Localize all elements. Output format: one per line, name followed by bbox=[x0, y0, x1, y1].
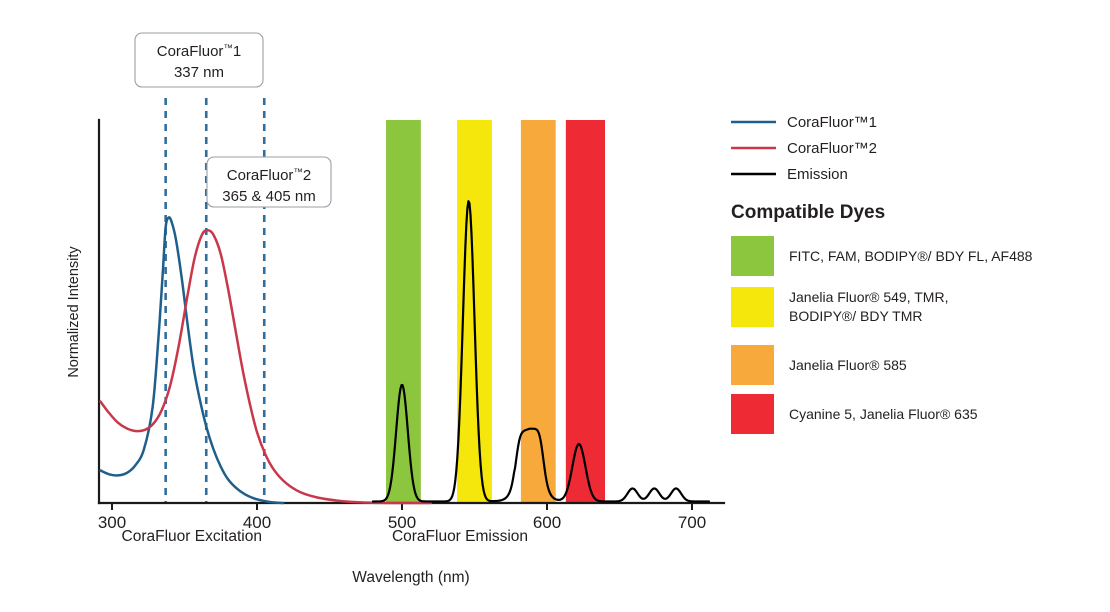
range-label-1: CoraFluor Emission bbox=[392, 528, 528, 545]
dye-entry-1: Janelia Fluor® 549, TMR, BODIPY®/ BDY TMR bbox=[731, 287, 948, 327]
series-legend: CoraFluor™1 CoraFluor™2 Emission bbox=[731, 114, 877, 183]
curve-corafluor2 bbox=[99, 229, 433, 505]
dye-label-0-0: FITC, FAM, BODIPY®/ BDY FL, AF488 bbox=[789, 248, 1033, 264]
dye-entry-2: Janelia Fluor® 585 bbox=[731, 345, 907, 385]
callout-title-corafluor2: CoraFluor™2 bbox=[227, 167, 312, 185]
callout-box-corafluor2 bbox=[206, 156, 332, 208]
callout-value-corafluor2: 365 & 405 nm bbox=[222, 188, 315, 205]
legend-entry-2: Emission bbox=[731, 166, 848, 183]
compatible-dyes-list: FITC, FAM, BODIPY®/ BDY FL, AF488 Janelia… bbox=[731, 236, 1033, 434]
dye-label-3-0: Cyanine 5, Janelia Fluor® 635 bbox=[789, 406, 978, 422]
legend-entry-0: CoraFluor™1 bbox=[731, 114, 877, 131]
emission-bands bbox=[386, 120, 605, 503]
dye-label-1-0: Janelia Fluor® 549, TMR, bbox=[789, 289, 948, 305]
tick-label-700: 700 bbox=[678, 513, 706, 532]
y-axis-title: Normalized Intensity bbox=[66, 246, 82, 378]
dye-entry-0: FITC, FAM, BODIPY®/ BDY FL, AF488 bbox=[731, 236, 1033, 276]
axis-range-labels: CoraFluor Excitation CoraFluor Emission bbox=[122, 528, 529, 545]
legend-label-0: CoraFluor™1 bbox=[787, 114, 877, 131]
dye-color-swatch-1 bbox=[731, 287, 774, 327]
tick-label-300: 300 bbox=[98, 513, 126, 532]
curve-corafluor1 bbox=[99, 216, 285, 505]
orange-band bbox=[520, 120, 556, 503]
x-axis-title: Wavelength (nm) bbox=[352, 569, 469, 586]
tick-label-400: 400 bbox=[243, 513, 271, 532]
dye-label-2-0: Janelia Fluor® 585 bbox=[789, 357, 907, 373]
compatible-dyes-heading: Compatible Dyes bbox=[731, 202, 885, 223]
legend-label-2: Emission bbox=[787, 166, 848, 183]
callout-title-corafluor1: CoraFluor™1 bbox=[157, 43, 242, 61]
legend-label-1: CoraFluor™2 bbox=[787, 140, 877, 157]
legend-entry-1: CoraFluor™2 bbox=[731, 140, 877, 157]
green-band bbox=[386, 120, 421, 503]
tick-label-600: 600 bbox=[533, 513, 561, 532]
dye-entry-3: Cyanine 5, Janelia Fluor® 635 bbox=[731, 394, 978, 434]
tick-label-500: 500 bbox=[388, 513, 416, 532]
dye-color-swatch-3 bbox=[731, 394, 774, 434]
curve-emission bbox=[371, 200, 711, 503]
red-band bbox=[565, 120, 605, 503]
callout-box-corafluor1 bbox=[134, 32, 264, 88]
x-axis-ticks: 300 400 500 600 700 bbox=[98, 503, 706, 532]
callout-corafluor1: CoraFluor™1 337 nm bbox=[134, 32, 264, 88]
callout-corafluor2: CoraFluor™2 365 & 405 nm bbox=[206, 156, 332, 208]
dye-color-swatch-0 bbox=[731, 236, 774, 276]
dye-label-1-1: BODIPY®/ BDY TMR bbox=[789, 308, 923, 324]
dye-color-swatch-2 bbox=[731, 345, 774, 385]
spectra-curves bbox=[99, 200, 711, 505]
range-label-0: CoraFluor Excitation bbox=[122, 528, 262, 545]
callout-boxes: CoraFluor™1 337 nm CoraFluor™2 365 & 405 nm bbox=[134, 32, 332, 208]
callout-value-corafluor1: 337 nm bbox=[174, 64, 224, 81]
